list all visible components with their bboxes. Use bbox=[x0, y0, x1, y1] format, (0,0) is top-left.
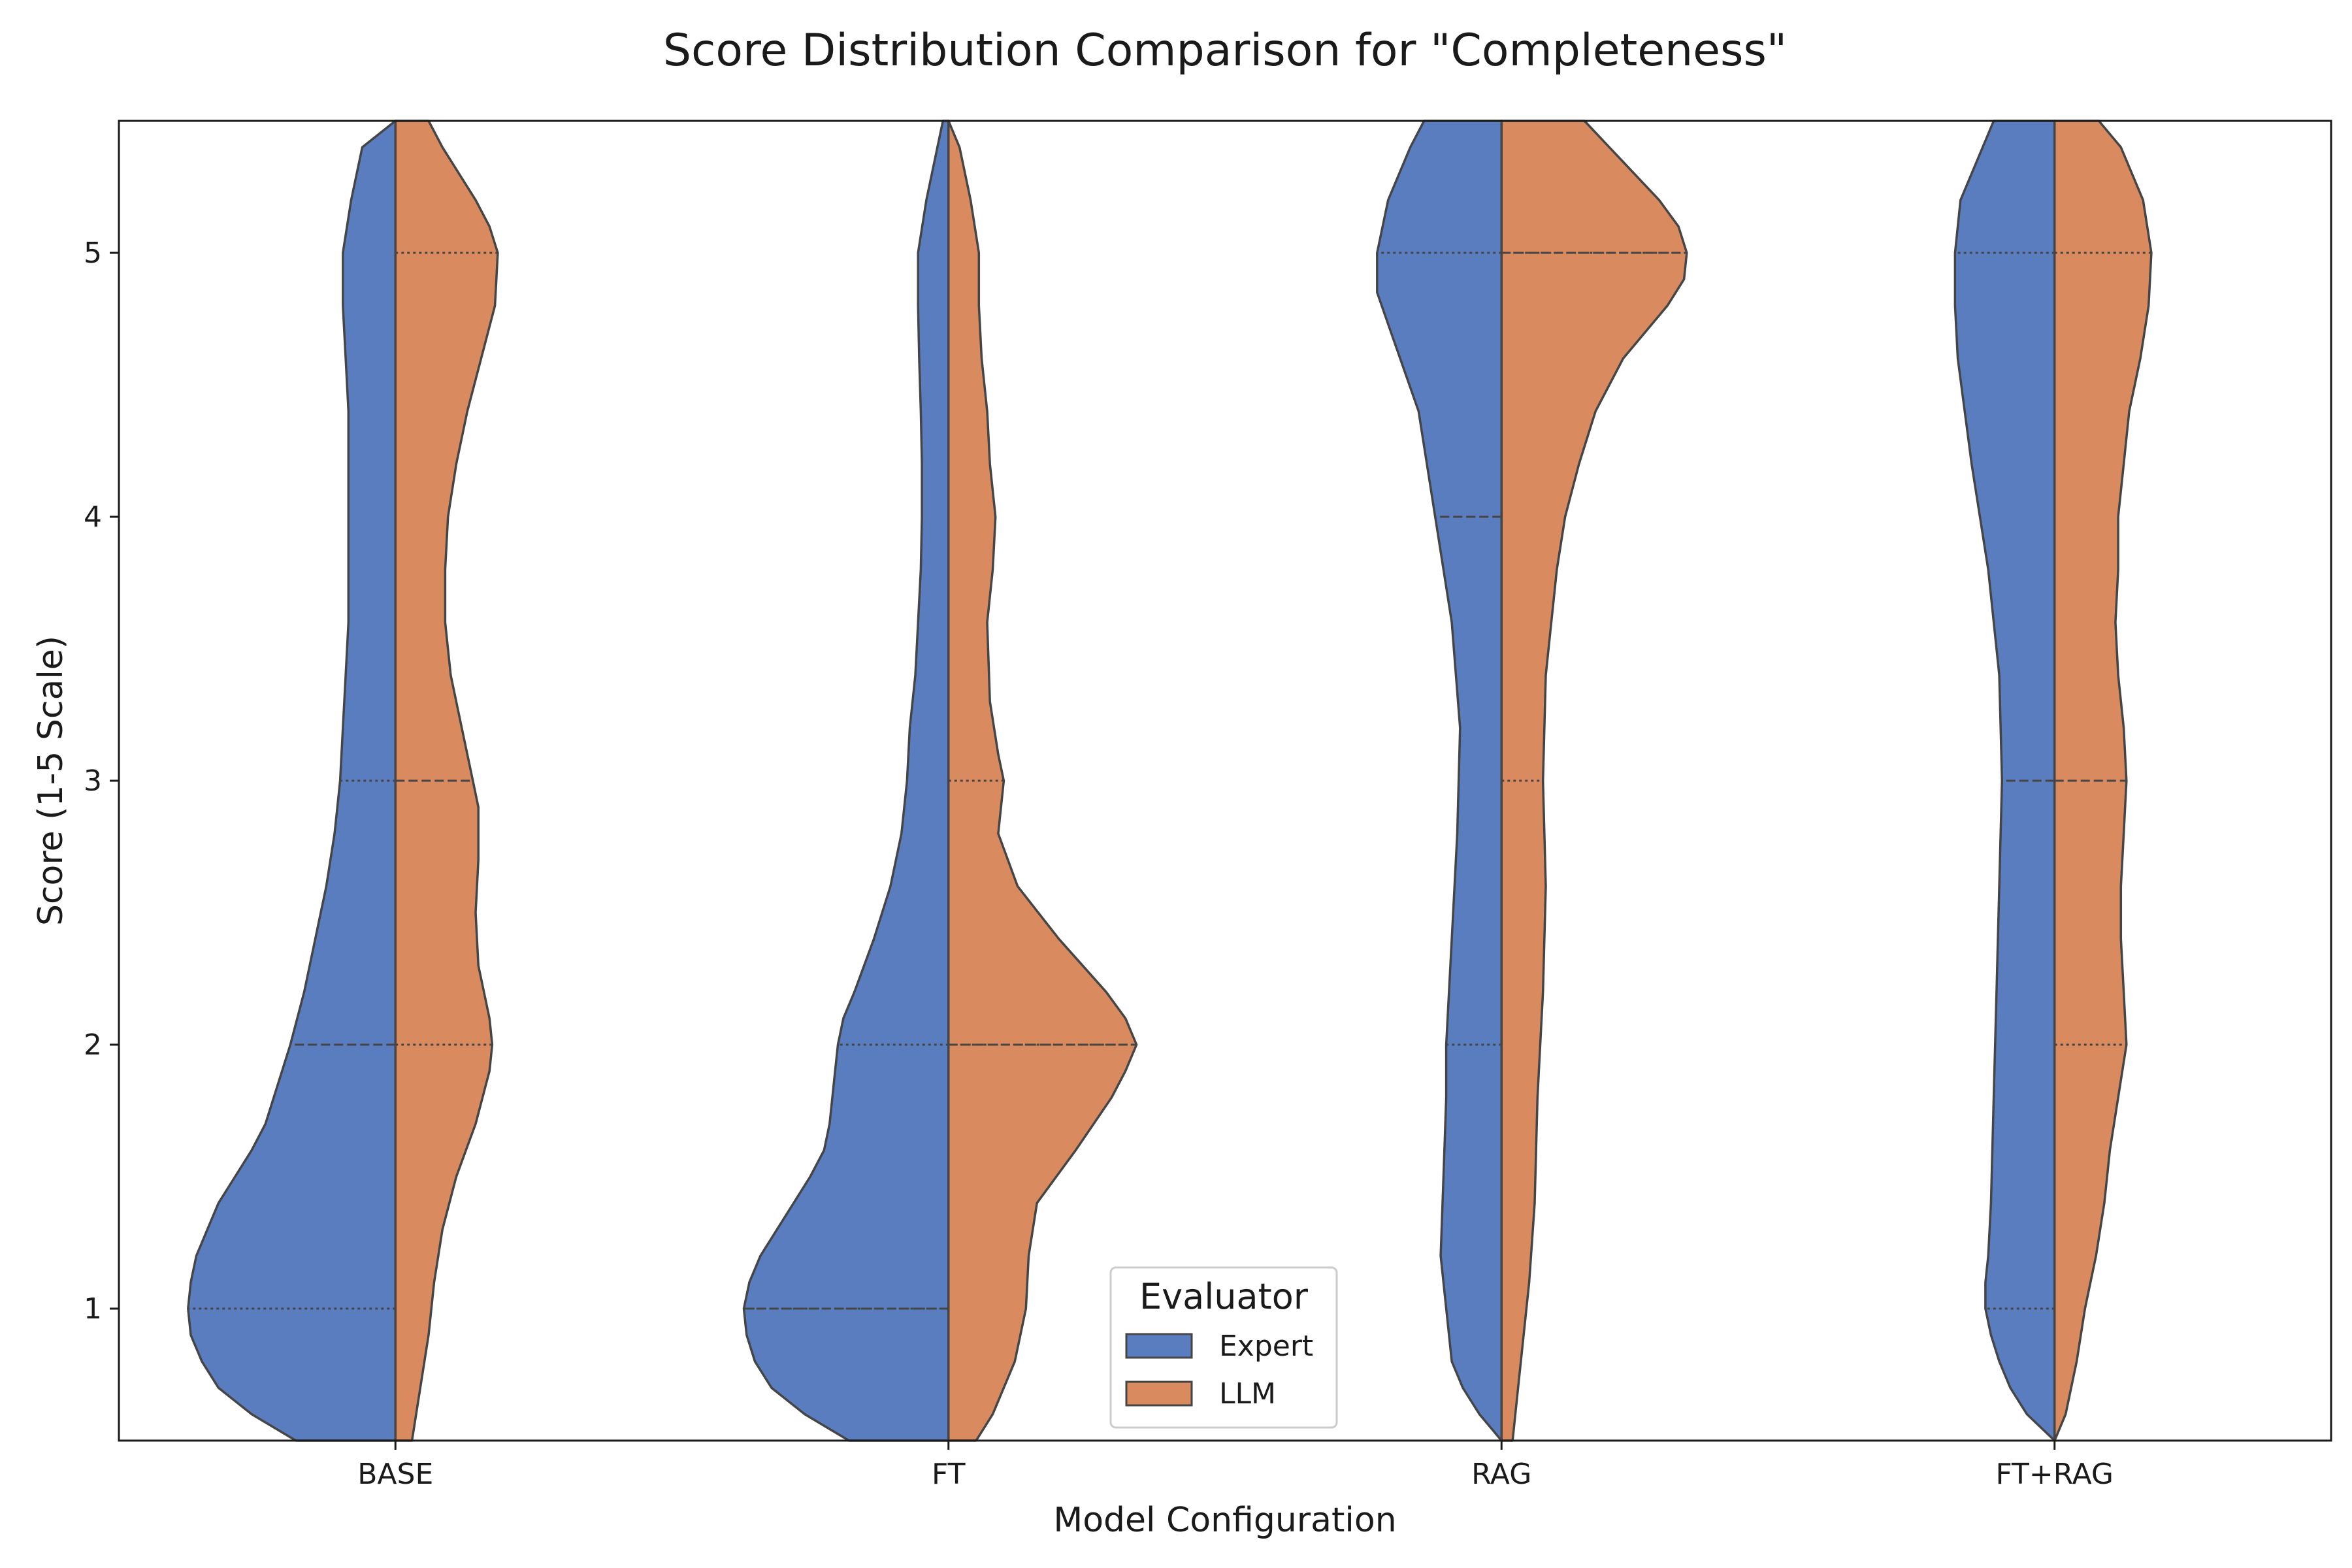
legend-label-llm: LLM bbox=[1219, 1377, 1276, 1411]
violin-expert-base bbox=[187, 120, 397, 1442]
y-tick-label-3: 3 bbox=[84, 764, 102, 798]
x-axis-label: Model Configuration bbox=[1053, 1501, 1396, 1540]
y-tick-label-4: 4 bbox=[84, 500, 102, 534]
x-tick-label-ft: FT bbox=[932, 1458, 966, 1491]
y-tick-label-1: 1 bbox=[84, 1292, 102, 1326]
violin-expert-ft bbox=[742, 120, 950, 1442]
violin-llm-base bbox=[394, 120, 499, 1442]
violin-llm-ft-rag bbox=[2053, 120, 2153, 1442]
x-axis-ticks: BASE FT RAG FT+RAG bbox=[357, 1441, 2114, 1491]
violin-llm-ft bbox=[947, 120, 1138, 1442]
chart-title: Score Distribution Comparison for "Compl… bbox=[663, 25, 1787, 76]
y-axis-label: Score (1-5 Scale) bbox=[31, 636, 71, 926]
legend-swatch-expert bbox=[1125, 1333, 1193, 1359]
y-tick-label-2: 2 bbox=[84, 1028, 102, 1062]
violin-expert-ft-rag bbox=[1953, 120, 2056, 1442]
x-tick-label-ft-rag: FT+RAG bbox=[1996, 1458, 2114, 1491]
y-axis-ticks: 1 2 3 4 5 bbox=[84, 237, 119, 1326]
legend-label-expert: Expert bbox=[1219, 1330, 1313, 1363]
violin-expert-rag bbox=[1376, 120, 1503, 1442]
violin-llm-rag bbox=[1500, 120, 1688, 1442]
x-tick-label-base: BASE bbox=[357, 1458, 433, 1491]
legend-swatch-llm bbox=[1125, 1380, 1193, 1407]
x-tick-label-rag: RAG bbox=[1471, 1458, 1531, 1491]
legend-title: Evaluator bbox=[1139, 1276, 1309, 1317]
y-tick-label-5: 5 bbox=[84, 237, 102, 270]
legend: Evaluator Expert LLM bbox=[1109, 1266, 1338, 1429]
violins-layer bbox=[187, 120, 2153, 1442]
